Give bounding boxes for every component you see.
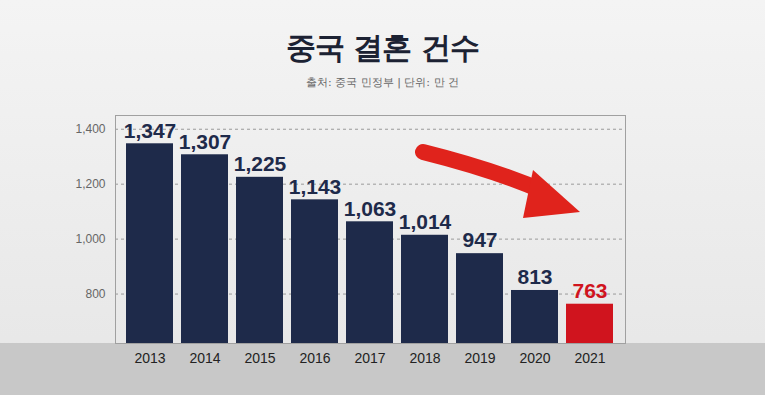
svg-text:2020: 2020 [519,350,550,366]
svg-text:2018: 2018 [409,350,440,366]
svg-text:763: 763 [572,279,607,302]
svg-text:2021: 2021 [574,350,605,366]
html-text:출처: 중국 민정부 | 단위: 만 건: 출처: 중국 민정부 | 단위: 만 건 [305,76,459,89]
html-text:중국 결혼 건수: 중국 결혼 건수 [286,30,479,65]
svg-text:1,014: 1,014 [399,210,452,233]
svg-text:2015: 2015 [244,350,275,366]
svg-text:1,143: 1,143 [289,175,342,198]
svg-text:2016: 2016 [299,350,330,366]
svg-text:2014: 2014 [189,350,220,366]
svg-text:1,307: 1,307 [179,130,232,153]
svg-text:947: 947 [462,228,497,251]
svg-text:1,200: 1,200 [75,177,105,191]
svg-text:1,400: 1,400 [75,122,105,136]
svg-text:1,063: 1,063 [344,197,397,220]
svg-text:813: 813 [517,265,552,288]
svg-text:2013: 2013 [134,350,165,366]
svg-text:2017: 2017 [354,350,385,366]
svg-text:1,225: 1,225 [234,152,287,175]
svg-text:2019: 2019 [464,350,495,366]
svg-text:800: 800 [85,287,105,301]
svg-text:1,000: 1,000 [75,232,105,246]
svg-text:1,347: 1,347 [124,119,177,142]
